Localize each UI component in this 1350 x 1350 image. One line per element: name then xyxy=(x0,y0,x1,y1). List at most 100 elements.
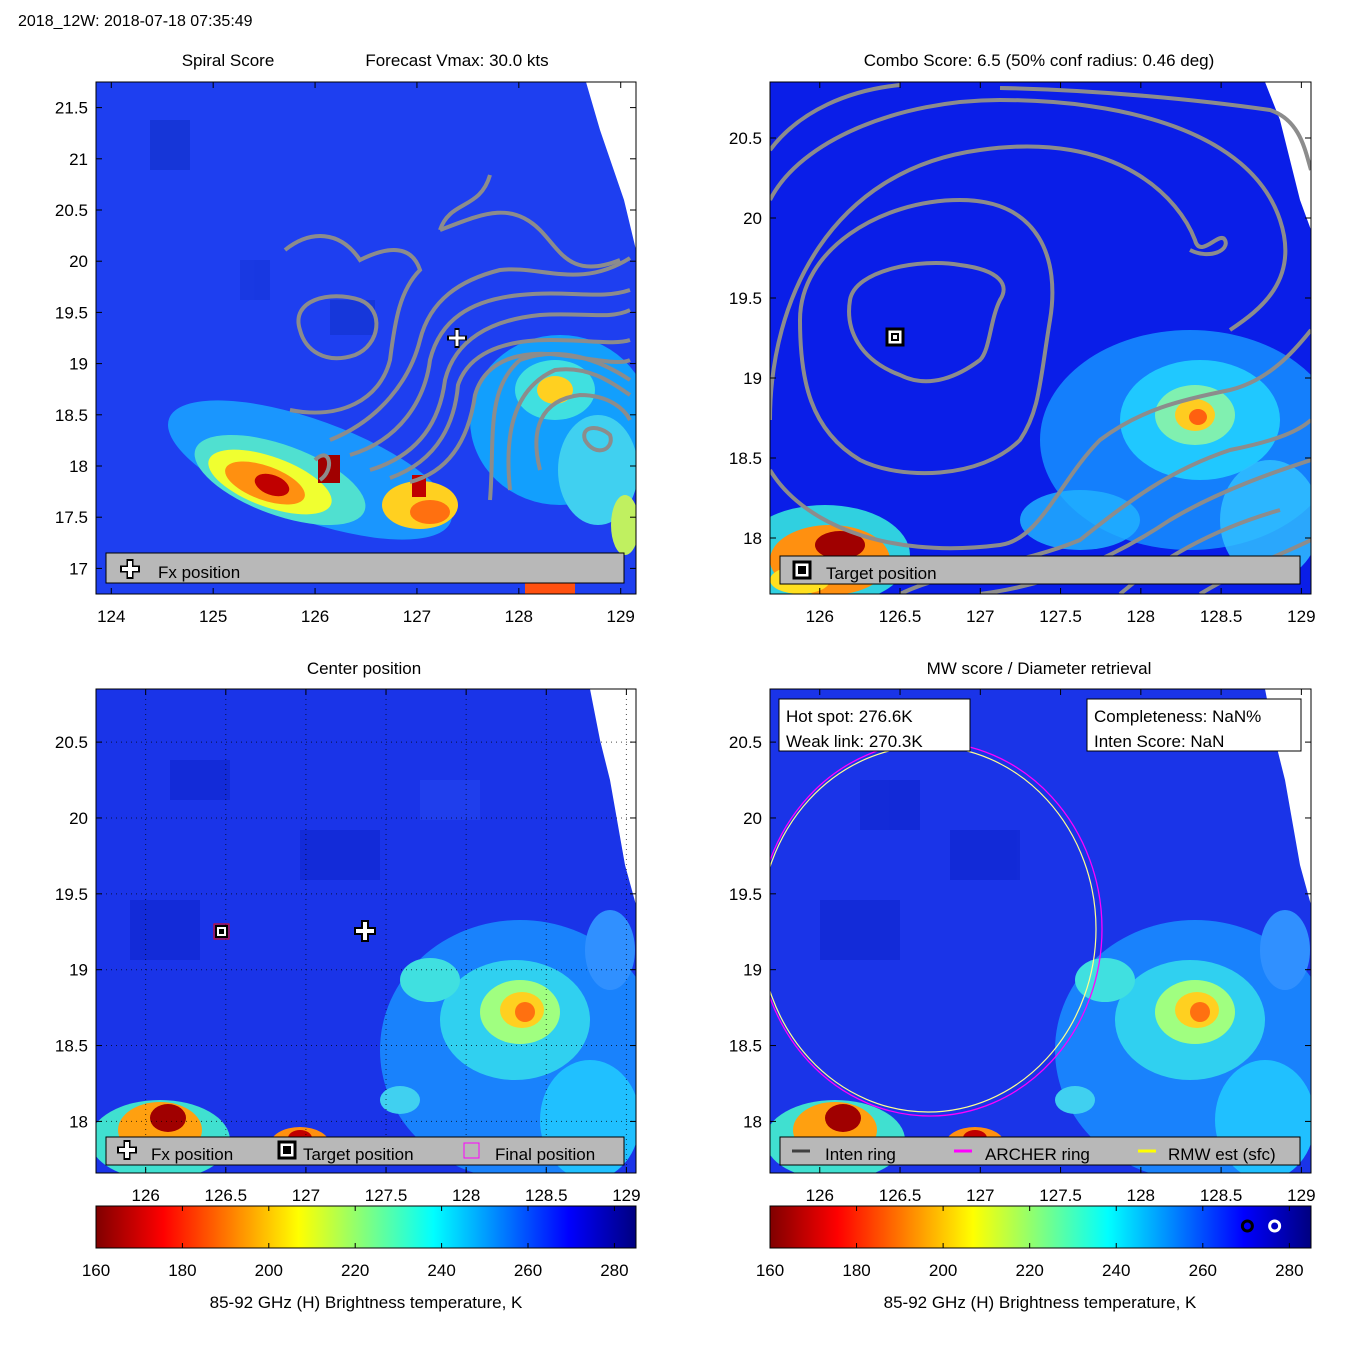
combo-score-panel: Combo Score: 6.5 (50% conf radius: 0.46 … xyxy=(729,51,1316,626)
mw-ytick-label: 19 xyxy=(743,961,762,980)
mw-axis-ticks: 126 126.5 127 127.5 128 128.5 129 18 18.5 19 19.5 2… xyxy=(729,689,1316,1205)
forecast-vmax-title: Forecast Vmax: 30.0 kts xyxy=(365,51,548,70)
spiral-ytick-label: 20.5 xyxy=(55,201,88,220)
mw-ytick-label: 20 xyxy=(743,809,762,828)
spiral-xtick-label: 124 xyxy=(97,607,125,626)
combo-target-marker xyxy=(885,327,905,347)
center-xtick-label: 129 xyxy=(612,1186,640,1205)
colorbar-tick-label: 200 xyxy=(255,1261,283,1280)
center-legend: Fx position Target position Final positi… xyxy=(105,1136,625,1166)
colorbar-right-label: 85-92 GHz (H) Brightness temperature, K xyxy=(884,1293,1197,1312)
spiral-fx-marker xyxy=(447,328,467,348)
spiral-ytick-label: 18 xyxy=(69,457,88,476)
mw-xtick-label: 127 xyxy=(966,1186,994,1205)
hot-spot-text: Hot spot: 276.6K xyxy=(786,707,913,726)
colorbar-left-ticks: 160 180 200 220 240 260 280 xyxy=(82,1206,629,1280)
spiral-legend-fx: Fx position xyxy=(158,563,240,582)
combo-xtick-label: 128.5 xyxy=(1200,607,1243,626)
colorbar-left-label: 85-92 GHz (H) Brightness temperature, K xyxy=(210,1293,523,1312)
colorbar-tick-label: 280 xyxy=(600,1261,628,1280)
combo-ytick-label: 18 xyxy=(743,529,762,548)
center-xtick-label: 126.5 xyxy=(205,1186,248,1205)
center-xtick-label: 127.5 xyxy=(365,1186,408,1205)
mw-legend-inten: Inten ring xyxy=(825,1145,896,1164)
combo-xtick-label: 129 xyxy=(1287,607,1315,626)
center-ytick-label: 19 xyxy=(69,961,88,980)
mw-legend: Inten ring ARCHER ring RMW est (sfc) xyxy=(779,1136,1301,1166)
combo-contours xyxy=(770,83,1311,594)
combo-xtick-label: 128 xyxy=(1127,607,1155,626)
mw-xtick-label: 129 xyxy=(1287,1186,1315,1205)
combo-xtick-label: 127.5 xyxy=(1039,607,1082,626)
combo-ytick-label: 19.5 xyxy=(729,289,762,308)
completeness-text: Completeness: NaN% xyxy=(1094,707,1261,726)
combo-ytick-label: 20 xyxy=(743,209,762,228)
center-ytick-label: 20 xyxy=(69,809,88,828)
combo-ytick-label: 20.5 xyxy=(729,129,762,148)
combo-axes-box xyxy=(769,81,1312,595)
weak-link-text: Weak link: 270.3K xyxy=(786,732,923,751)
spiral-xtick-label: 128 xyxy=(505,607,533,626)
combo-xtick-label: 126 xyxy=(806,607,834,626)
center-ytick-label: 18.5 xyxy=(55,1037,88,1056)
spiral-xtick-label: 129 xyxy=(607,607,635,626)
center-fx-marker xyxy=(354,920,376,942)
spiral-ytick-label: 19.5 xyxy=(55,303,88,322)
combo-xtick-label: 127 xyxy=(966,607,994,626)
center-axis-ticks: 126 126.5 127 127.5 128 128.5 129 18 18.5 19 19.5 2… xyxy=(55,689,641,1205)
spiral-contours xyxy=(283,174,632,501)
center-position-panel: Center position xyxy=(55,659,641,1205)
spiral-score-title: Spiral Score xyxy=(182,51,275,70)
mw-completeness-box: Completeness: NaN% Inten Score: NaN xyxy=(1086,698,1302,752)
spiral-ytick-label: 17 xyxy=(69,559,88,578)
mw-xtick-label: 127.5 xyxy=(1039,1186,1082,1205)
center-ytick-label: 19.5 xyxy=(55,885,88,904)
combo-ytick-label: 18.5 xyxy=(729,449,762,468)
center-position-title: Center position xyxy=(307,659,421,678)
spiral-axis-ticks: 124 125 126 127 128 129 17 17.5 18 18.5 19 19.5 20 20… xyxy=(55,82,636,626)
spiral-legend: Fx position xyxy=(105,552,625,584)
mw-xtick-label: 128.5 xyxy=(1200,1186,1243,1205)
spiral-xtick-label: 126 xyxy=(301,607,329,626)
colorbar-tick-label: 240 xyxy=(1102,1261,1130,1280)
figure-title: 2018_12W: 2018-07-18 07:35:49 xyxy=(18,13,253,30)
colorbar-tick-label: 280 xyxy=(1275,1261,1303,1280)
spiral-ytick-label: 20 xyxy=(69,252,88,271)
center-axes-box xyxy=(95,688,637,1174)
spiral-heatmap xyxy=(96,82,636,594)
center-gridlines xyxy=(96,689,636,1173)
mw-xtick-label: 126.5 xyxy=(879,1186,922,1205)
mw-ytick-label: 19.5 xyxy=(729,885,762,904)
center-ytick-label: 18 xyxy=(69,1112,88,1131)
spiral-xtick-label: 125 xyxy=(199,607,227,626)
combo-legend: Target position xyxy=(779,555,1301,585)
mw-ytick-label: 18 xyxy=(743,1112,762,1131)
center-xtick-label: 128 xyxy=(452,1186,480,1205)
mw-ytick-label: 20.5 xyxy=(729,733,762,752)
mw-xtick-label: 126 xyxy=(806,1186,834,1205)
inten-score-text: Inten Score: NaN xyxy=(1094,732,1224,751)
colorbar-tick-label: 180 xyxy=(168,1261,196,1280)
spiral-ytick-label: 18.5 xyxy=(55,406,88,425)
mw-axes-box xyxy=(769,688,1312,1174)
mw-legend-rmw: RMW est (sfc) xyxy=(1168,1145,1276,1164)
spiral-score-panel: Spiral Score Forecast Vmax: 30.0 kts xyxy=(55,51,637,626)
spiral-xtick-label: 127 xyxy=(403,607,431,626)
mw-ytick-label: 18.5 xyxy=(729,1037,762,1056)
colorbar-right: 160 180 200 220 240 260 280 85-92 GHz (H) Brig… xyxy=(756,1205,1312,1312)
combo-axis-ticks: 126 126.5 127 127.5 128 128.5 129 18 18.5 19 19.5 2… xyxy=(729,82,1316,626)
colorbar-tick-label: 200 xyxy=(929,1261,957,1280)
center-legend-target: Target position xyxy=(303,1145,414,1164)
mw-legend-archer: ARCHER ring xyxy=(985,1145,1090,1164)
colorbar-tick-label: 180 xyxy=(842,1261,870,1280)
colorbar-tick-label: 160 xyxy=(82,1261,110,1280)
colorbar-tick-label: 240 xyxy=(427,1261,455,1280)
colorbar-tick-label: 260 xyxy=(1189,1261,1217,1280)
colorbar-tick-label: 160 xyxy=(756,1261,784,1280)
combo-score-title: Combo Score: 6.5 (50% conf radius: 0.46 … xyxy=(864,51,1215,70)
spiral-ytick-label: 21 xyxy=(69,150,88,169)
center-xtick-label: 127 xyxy=(292,1186,320,1205)
combo-xtick-label: 126.5 xyxy=(879,607,922,626)
center-ytick-label: 20.5 xyxy=(55,733,88,752)
center-xtick-label: 128.5 xyxy=(525,1186,568,1205)
